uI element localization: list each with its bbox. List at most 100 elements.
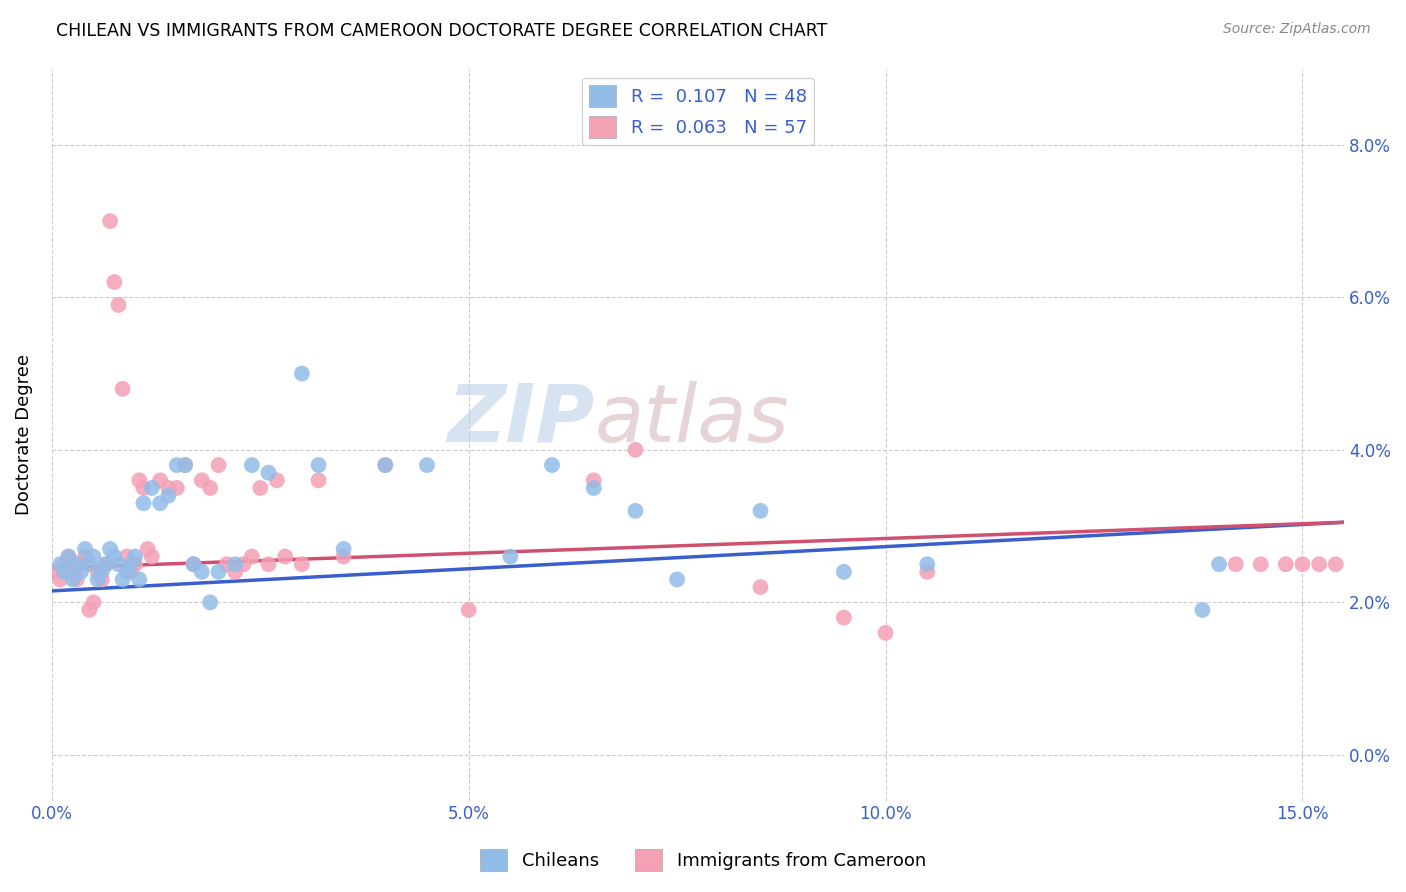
Point bbox=[666, 573, 689, 587]
Point bbox=[291, 558, 314, 572]
Legend: Chileans, Immigrants from Cameroon: Chileans, Immigrants from Cameroon bbox=[472, 842, 934, 879]
Point bbox=[541, 458, 564, 472]
Point bbox=[103, 275, 125, 289]
Point bbox=[274, 549, 297, 564]
Point bbox=[457, 603, 479, 617]
Point bbox=[77, 558, 100, 572]
Point bbox=[53, 558, 76, 572]
Point bbox=[136, 541, 159, 556]
Point bbox=[157, 489, 180, 503]
Point bbox=[224, 565, 246, 579]
Point bbox=[128, 473, 150, 487]
Point bbox=[157, 481, 180, 495]
Point bbox=[75, 541, 97, 556]
Point bbox=[82, 549, 104, 564]
Point bbox=[416, 458, 439, 472]
Point bbox=[132, 496, 155, 510]
Point bbox=[124, 558, 146, 572]
Point bbox=[1225, 558, 1247, 572]
Point bbox=[132, 481, 155, 495]
Point bbox=[174, 458, 197, 472]
Point bbox=[1308, 558, 1330, 572]
Point bbox=[308, 473, 330, 487]
Point bbox=[257, 558, 280, 572]
Point bbox=[183, 558, 205, 572]
Point bbox=[98, 214, 121, 228]
Point bbox=[224, 558, 246, 572]
Text: atlas: atlas bbox=[595, 381, 789, 458]
Point bbox=[291, 367, 314, 381]
Point bbox=[86, 573, 108, 587]
Point bbox=[166, 458, 188, 472]
Point bbox=[128, 573, 150, 587]
Point bbox=[70, 558, 93, 572]
Legend: R =  0.107   N = 48, R =  0.063   N = 57: R = 0.107 N = 48, R = 0.063 N = 57 bbox=[582, 78, 814, 145]
Point bbox=[249, 481, 271, 495]
Point bbox=[115, 549, 138, 564]
Point bbox=[58, 549, 80, 564]
Point bbox=[90, 573, 112, 587]
Point bbox=[1324, 558, 1347, 572]
Point bbox=[53, 565, 76, 579]
Text: CHILEAN VS IMMIGRANTS FROM CAMEROON DOCTORATE DEGREE CORRELATION CHART: CHILEAN VS IMMIGRANTS FROM CAMEROON DOCT… bbox=[56, 22, 828, 40]
Point bbox=[207, 565, 229, 579]
Point bbox=[749, 504, 772, 518]
Text: Source: ZipAtlas.com: Source: ZipAtlas.com bbox=[1223, 22, 1371, 37]
Point bbox=[915, 558, 938, 572]
Point bbox=[875, 625, 897, 640]
Point bbox=[141, 481, 163, 495]
Point bbox=[749, 580, 772, 594]
Point bbox=[198, 595, 221, 609]
Point bbox=[120, 565, 142, 579]
Point bbox=[107, 298, 129, 312]
Point bbox=[332, 541, 354, 556]
Point bbox=[832, 565, 855, 579]
Point bbox=[120, 558, 142, 572]
Point bbox=[240, 549, 263, 564]
Point bbox=[266, 473, 288, 487]
Point bbox=[174, 458, 197, 472]
Point bbox=[58, 549, 80, 564]
Point bbox=[66, 558, 89, 572]
Point bbox=[49, 573, 72, 587]
Point bbox=[624, 442, 647, 457]
Point bbox=[70, 565, 93, 579]
Point bbox=[240, 458, 263, 472]
Point bbox=[166, 481, 188, 495]
Point bbox=[111, 573, 134, 587]
Point bbox=[1274, 558, 1296, 572]
Point bbox=[582, 473, 605, 487]
Point bbox=[45, 565, 67, 579]
Point bbox=[257, 466, 280, 480]
Point bbox=[49, 558, 72, 572]
Point bbox=[832, 610, 855, 624]
Point bbox=[915, 565, 938, 579]
Point bbox=[62, 573, 84, 587]
Point bbox=[374, 458, 396, 472]
Point bbox=[124, 549, 146, 564]
Point bbox=[232, 558, 254, 572]
Text: ZIP: ZIP bbox=[447, 381, 595, 458]
Point bbox=[183, 558, 205, 572]
Point bbox=[98, 541, 121, 556]
Y-axis label: Doctorate Degree: Doctorate Degree bbox=[15, 354, 32, 515]
Point bbox=[207, 458, 229, 472]
Point bbox=[86, 565, 108, 579]
Point bbox=[111, 382, 134, 396]
Point bbox=[1191, 603, 1213, 617]
Point bbox=[62, 565, 84, 579]
Point bbox=[624, 504, 647, 518]
Point bbox=[499, 549, 522, 564]
Point bbox=[1208, 558, 1230, 572]
Point bbox=[1291, 558, 1313, 572]
Point bbox=[94, 558, 117, 572]
Point bbox=[82, 595, 104, 609]
Point bbox=[66, 573, 89, 587]
Point bbox=[332, 549, 354, 564]
Point bbox=[75, 549, 97, 564]
Point bbox=[215, 558, 238, 572]
Point bbox=[308, 458, 330, 472]
Point bbox=[115, 565, 138, 579]
Point bbox=[198, 481, 221, 495]
Point bbox=[149, 473, 172, 487]
